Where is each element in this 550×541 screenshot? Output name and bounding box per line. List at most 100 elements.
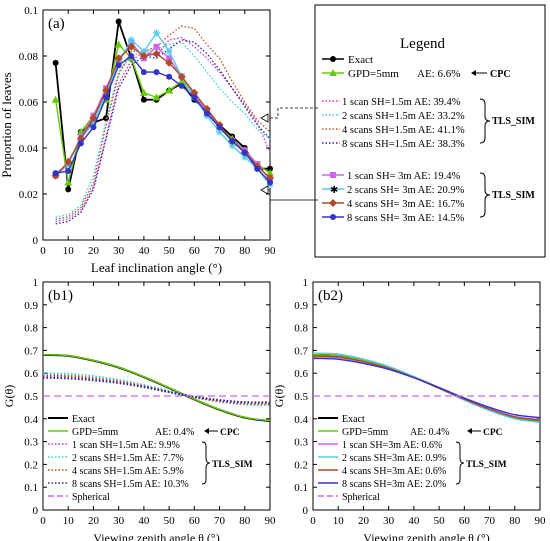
data-point (140, 69, 147, 76)
series-gpd-5mm (51, 40, 274, 186)
x-tick-label: 10 (63, 245, 75, 257)
series-4-scans-sh-3m (312, 355, 541, 421)
x-tick-label: 80 (239, 245, 251, 257)
data-point (216, 124, 223, 131)
x-tick-label: 60 (189, 245, 201, 257)
legend-title: Legend (400, 36, 445, 52)
legend-gpd-label: GPD=5mm (348, 68, 399, 80)
b2-legend-s2: 2 scans SH=3m AE: 0.9% (342, 453, 446, 464)
data-point (140, 47, 148, 55)
legend-frame (314, 4, 546, 258)
plot-frame (42, 9, 271, 241)
y-tick-label: 0.7 (294, 345, 308, 357)
series-line (312, 353, 541, 423)
x-tick-label: 90 (535, 515, 547, 527)
series-line (55, 39, 271, 225)
data-point (52, 59, 59, 66)
data-point (64, 157, 73, 166)
tls-sim-label-2: TLS_SIM (492, 190, 535, 201)
series-line (55, 45, 271, 179)
series-exact (42, 353, 271, 423)
data-point (127, 42, 136, 51)
series-line (312, 357, 541, 419)
x-tick-label: 0 (40, 515, 46, 527)
y-tick-label: 0.4 (294, 414, 308, 426)
data-point (177, 72, 186, 81)
y-tick-label: 0.6 (24, 368, 38, 380)
series-gpd-5mm (42, 354, 271, 422)
series-8-scans-sh-3m (52, 53, 273, 186)
b1-legend-tls: TLS_SIM (212, 460, 253, 470)
data-point (266, 169, 274, 177)
y-tick-label: 0.3 (24, 437, 38, 449)
data-point (216, 128, 224, 136)
y-tick-label: 0.6 (294, 368, 308, 380)
b1-legend-s1: 1 scan SH=1.5m AE: 9.9% (72, 440, 180, 451)
x-tick-label: 40 (408, 515, 420, 527)
b2-legend-tls: TLS_SIM (466, 460, 507, 470)
pointer-arrows (260, 107, 318, 201)
data-point (64, 178, 73, 186)
x-tick-label: 40 (138, 245, 150, 257)
x-tick-label: 70 (484, 515, 496, 527)
panel-label: (b2) (318, 288, 343, 304)
series-4-scans-sh-3m (51, 42, 274, 182)
series-line (42, 353, 271, 423)
y-tick-label: 0.1 (24, 482, 38, 494)
data-point (128, 53, 135, 59)
x-tick-label: 10 (333, 515, 345, 527)
data-point (166, 55, 173, 62)
data-point (115, 18, 122, 25)
b2-legend-sph: Spherical (342, 492, 380, 503)
legend-exact-marker (330, 56, 336, 62)
y-tick-label: 0.9 (24, 300, 38, 312)
y-tick-label: 0.4 (24, 414, 38, 426)
x-tick-label: 70 (214, 245, 226, 257)
series-1-scan-sh-1-5m (42, 375, 271, 404)
legend-4scan3-label: 4 scans SH= 3m AE: 16.7% (347, 199, 465, 210)
legend-4scan15-label: 4 scans SH=1.5m AE: 41.1% (342, 125, 465, 136)
legend-2scan3-label: 2 scans SH= 3m AE: 20.9% (347, 185, 465, 196)
data-point (89, 114, 98, 123)
data-point (191, 94, 198, 101)
legend-b1: Exact GPD=5mm AE: 0.4% CPC 1 scan SH=1.5… (48, 414, 253, 503)
y-tick-label: 0.1 (24, 5, 38, 17)
y-tick-label: 0.8 (24, 323, 38, 335)
x-tick-label: 20 (88, 515, 100, 527)
y-tick-label: 0.2 (294, 459, 308, 471)
y-tick-label: 0.5 (24, 391, 38, 403)
legend-box-a: Legend Exact GPD=5mm AE: 6.6% CPC 1 scan… (314, 4, 546, 258)
x-axis-label: Viewing zenith angle θ (°) (363, 531, 489, 541)
y-axis-label: G(θ) (272, 385, 286, 407)
b1-cpc-arrowhead (204, 428, 209, 434)
y-tick-label: 0.04 (19, 143, 39, 155)
legend-exact-label: Exact (348, 54, 373, 66)
b2-legend-cpc: CPC (483, 428, 503, 438)
series-line (42, 374, 271, 405)
y-tick-label: 0.9 (294, 300, 308, 312)
x-tick-label: 90 (265, 245, 277, 257)
series-8-scans-sh-1-5m (55, 39, 271, 225)
data-point (254, 165, 261, 172)
series-line (42, 372, 271, 407)
b2-legend-s1: 1 scan SH=3m AE: 0.6% (342, 440, 442, 451)
x-tick-label: 80 (239, 515, 251, 527)
series-line (312, 354, 541, 422)
data-point (153, 69, 160, 76)
y-tick-label: 0 (33, 235, 39, 247)
data-point (229, 138, 236, 145)
series-8-scans-sh-3m (312, 357, 541, 419)
brace-1 (479, 98, 491, 144)
y-tick-label: 0.3 (294, 437, 308, 449)
y-tick-label: 0.06 (19, 97, 39, 109)
x-tick-label: 0 (40, 245, 46, 257)
series-exact (52, 18, 273, 193)
data-point (177, 77, 186, 85)
data-point (165, 58, 174, 67)
series-1-scan-sh-3m (312, 356, 541, 421)
x-tick-label: 20 (88, 245, 100, 257)
legend-b2: Exact GPD=5mm AE: 0.4% CPC 1 scan SH=3m … (318, 414, 507, 503)
data-point (52, 170, 59, 177)
legend-8scan3-label: 8 scans SH= 3m AE: 14.5% (347, 213, 465, 224)
